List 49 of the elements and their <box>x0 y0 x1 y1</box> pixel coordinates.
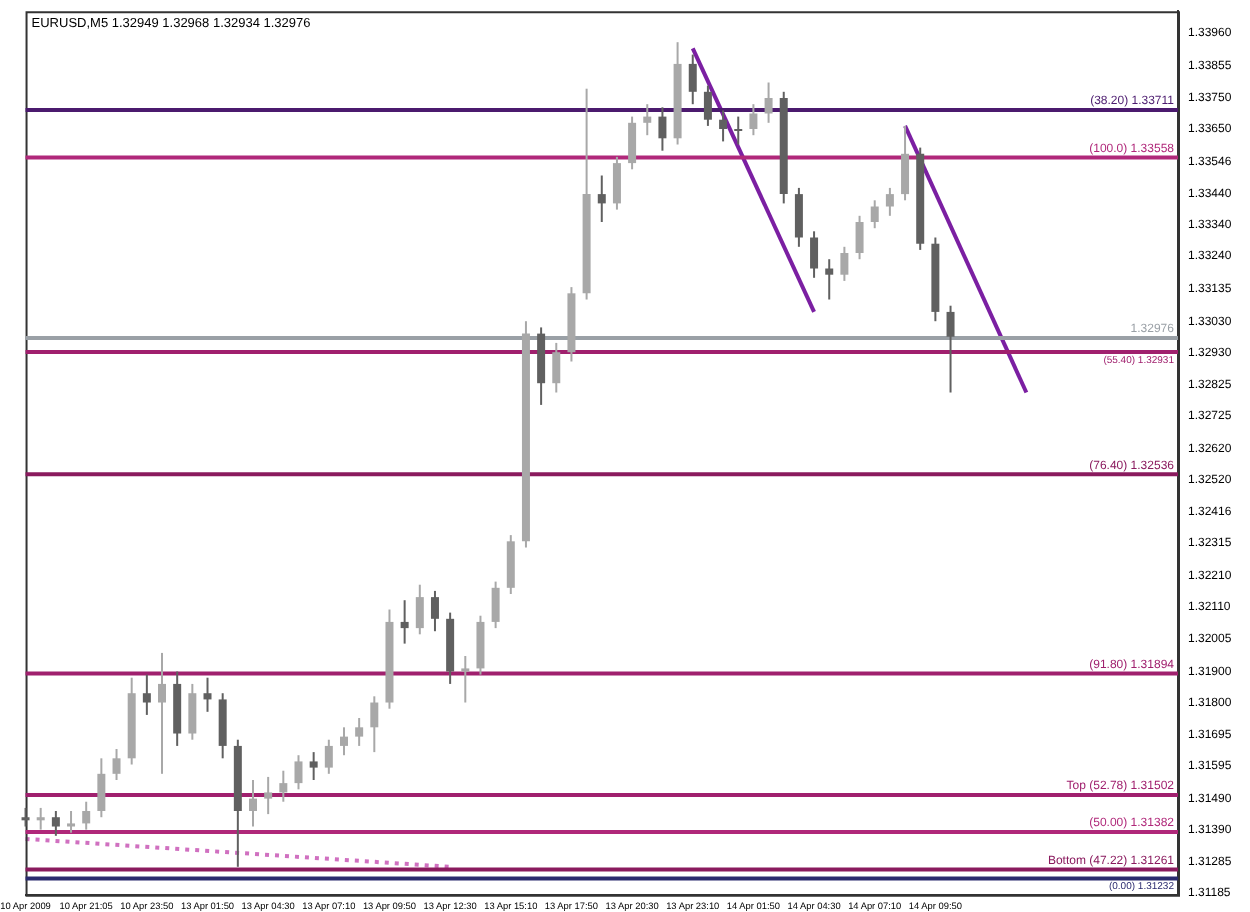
candlestick <box>855 214 864 261</box>
candlestick <box>885 186 894 217</box>
candlestick <box>643 103 652 137</box>
candlestick <box>476 614 485 676</box>
candlestick <box>158 651 167 775</box>
candlestick <box>597 174 606 224</box>
candlestick <box>264 775 273 816</box>
candlestick <box>370 695 379 754</box>
candlestick <box>430 589 439 633</box>
candlestick <box>324 738 333 775</box>
candlestick <box>203 676 212 713</box>
candlestick <box>825 258 834 301</box>
candlestick <box>400 599 409 645</box>
candlestick <box>112 748 121 782</box>
candlestick <box>279 769 288 803</box>
candlestick <box>658 106 667 152</box>
candlestick <box>36 806 45 831</box>
candlestick <box>703 84 712 127</box>
candlestick <box>188 682 197 741</box>
candlestick <box>309 751 318 782</box>
candlestick <box>870 199 879 230</box>
candlestick <box>794 186 803 248</box>
candlestick <box>249 779 257 828</box>
candlestick <box>749 103 758 137</box>
candlestick <box>734 115 743 146</box>
candlestick <box>461 655 470 704</box>
candlestick <box>82 800 91 831</box>
candlestick <box>612 155 621 211</box>
candlestick <box>51 810 60 837</box>
candlestick <box>946 304 955 394</box>
candlestick <box>901 124 910 202</box>
candlestick <box>415 583 424 636</box>
candlestick <box>628 115 637 171</box>
candlestick <box>339 726 348 757</box>
candlestick <box>719 109 728 143</box>
candlestick <box>688 53 697 106</box>
candlestick <box>355 717 364 747</box>
candlestick <box>218 692 227 760</box>
candlestick <box>491 580 500 630</box>
candlestick <box>142 673 151 716</box>
candlestick <box>552 341 561 394</box>
candlestick <box>21 806 30 828</box>
candlestick <box>67 810 76 834</box>
candlestick <box>97 757 106 819</box>
candlestick <box>810 230 819 279</box>
candlestick <box>764 81 773 124</box>
candlestick <box>506 534 515 596</box>
candlestick <box>840 245 849 282</box>
candlestick <box>294 754 303 791</box>
